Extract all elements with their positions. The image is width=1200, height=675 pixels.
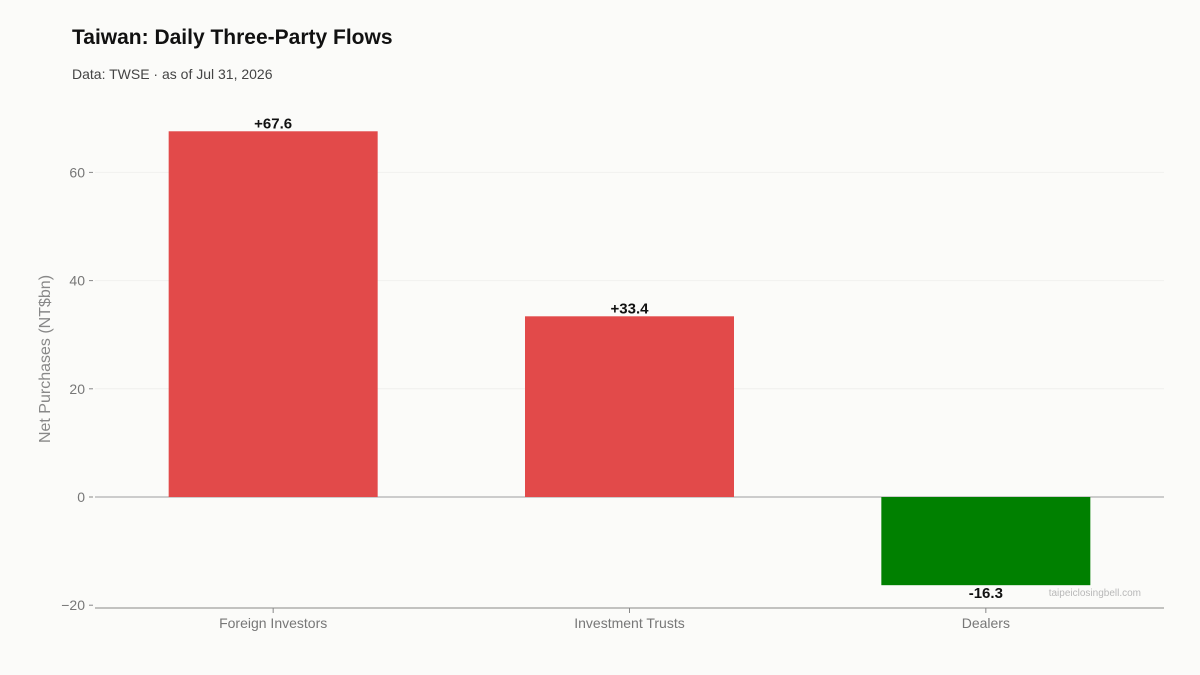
chart-subtitle: Data: TWSE · as of Jul 31, 2026 [72, 66, 273, 82]
y-tick-label: 40 [69, 273, 85, 289]
data-label: +33.4 [611, 300, 650, 317]
y-tick-label: 0 [77, 489, 85, 505]
bar [881, 497, 1091, 586]
y-axis-label: Net Purchases (NT$bn) [37, 275, 54, 443]
x-tick-label: Foreign Investors [219, 615, 327, 631]
y-tick-label: −20 [61, 597, 85, 613]
chart-title: Taiwan: Daily Three-Party Flows [72, 26, 393, 49]
bars [168, 131, 1091, 586]
watermark: taipeiclosingbell.com [1049, 588, 1141, 599]
x-tick-label: Dealers [962, 615, 1010, 631]
bar [525, 316, 734, 497]
x-tick-label: Investment Trusts [574, 615, 684, 631]
y-tick-label: 20 [69, 381, 85, 397]
data-label: -16.3 [969, 585, 1003, 602]
bar [168, 131, 378, 497]
data-label: +67.6 [254, 115, 292, 132]
y-tick-label: 60 [69, 164, 85, 180]
axes: −20 0 20 40 60 Foreign Investors Investment Tr… [61, 164, 1164, 631]
labels: +67.6 +33.4 -16.3 [254, 115, 1003, 602]
